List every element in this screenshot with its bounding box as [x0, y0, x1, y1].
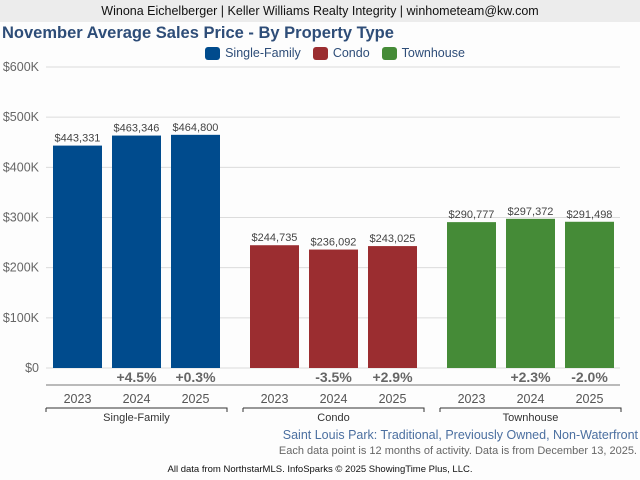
- y-tick-label: $200K: [3, 261, 40, 275]
- legend-label: Single-Family: [225, 46, 301, 60]
- group-bracket: [439, 407, 622, 412]
- change-label: +2.3%: [510, 369, 551, 385]
- y-tick-label: $0: [25, 361, 39, 375]
- data-label: $443,331: [55, 133, 101, 145]
- legend: Single-Family Condo Townhouse: [0, 46, 640, 60]
- data-label: $244,735: [252, 232, 298, 244]
- group-bracket: [45, 407, 228, 412]
- x-tick-label: 2023: [64, 392, 92, 406]
- data-label: $297,372: [508, 206, 554, 218]
- agent-header: Winona Eichelberger | Keller Williams Re…: [0, 0, 640, 22]
- bar-townhouse-2023: [447, 222, 496, 368]
- data-note: Each data point is 12 months of activity…: [278, 445, 637, 457]
- bar-single-family-2024: [112, 135, 161, 368]
- change-label: +4.5%: [116, 369, 157, 385]
- x-tick-label: 2024: [123, 392, 151, 406]
- area-note: Saint Louis Park: Traditional, Previousl…: [282, 428, 638, 442]
- legend-label: Townhouse: [401, 46, 465, 60]
- bar-condo-2025: [368, 246, 417, 368]
- data-label: $291,498: [567, 209, 613, 221]
- group-label-townhouse: Townhouse: [503, 412, 559, 424]
- data-label: $290,777: [449, 209, 495, 221]
- x-tick-label: 2023: [261, 392, 289, 406]
- change-label: -3.5%: [315, 369, 352, 385]
- x-tick-label: 2024: [320, 392, 348, 406]
- group-bracket: [242, 407, 425, 412]
- legend-swatch-single-family: [205, 46, 221, 60]
- bar-single-family-2025: [171, 134, 220, 368]
- change-label: -2.0%: [571, 369, 608, 385]
- data-label: $243,025: [370, 233, 416, 245]
- group-label-condo: Condo: [317, 412, 349, 424]
- change-label: +0.3%: [175, 369, 216, 385]
- data-label: $463,346: [114, 123, 160, 135]
- bar-single-family-2023: [53, 145, 102, 368]
- x-tick-label: 2025: [182, 392, 210, 406]
- x-tick-label: 2025: [576, 392, 604, 406]
- y-tick-label: $400K: [3, 160, 40, 174]
- y-tick-label: $600K: [3, 60, 40, 74]
- legend-item-condo[interactable]: Condo: [312, 46, 370, 60]
- y-tick-label: $300K: [3, 211, 40, 225]
- y-tick-label: $100K: [3, 311, 40, 325]
- footer: All data from NorthstarMLS. InfoSparks ©…: [167, 464, 473, 475]
- legend-item-single-family[interactable]: Single-Family: [205, 46, 301, 60]
- x-tick-label: 2024: [517, 392, 545, 406]
- change-label: +2.9%: [372, 369, 413, 385]
- x-tick-label: 2025: [379, 392, 407, 406]
- group-label-single-family: Single-Family: [103, 412, 170, 424]
- bar-condo-2024: [309, 249, 358, 368]
- legend-item-townhouse[interactable]: Townhouse: [381, 46, 465, 60]
- legend-swatch-townhouse: [381, 46, 397, 60]
- data-label: $464,800: [173, 122, 219, 134]
- bar-condo-2023: [250, 245, 299, 368]
- bar-townhouse-2025: [565, 221, 614, 368]
- chart-title: November Average Sales Price - By Proper…: [2, 24, 394, 42]
- legend-swatch-condo: [312, 46, 328, 60]
- y-tick-label: $500K: [3, 110, 40, 124]
- legend-label: Condo: [332, 46, 370, 60]
- data-label: $236,092: [311, 237, 357, 249]
- x-tick-label: 2023: [458, 392, 486, 406]
- bar-townhouse-2024: [506, 218, 555, 368]
